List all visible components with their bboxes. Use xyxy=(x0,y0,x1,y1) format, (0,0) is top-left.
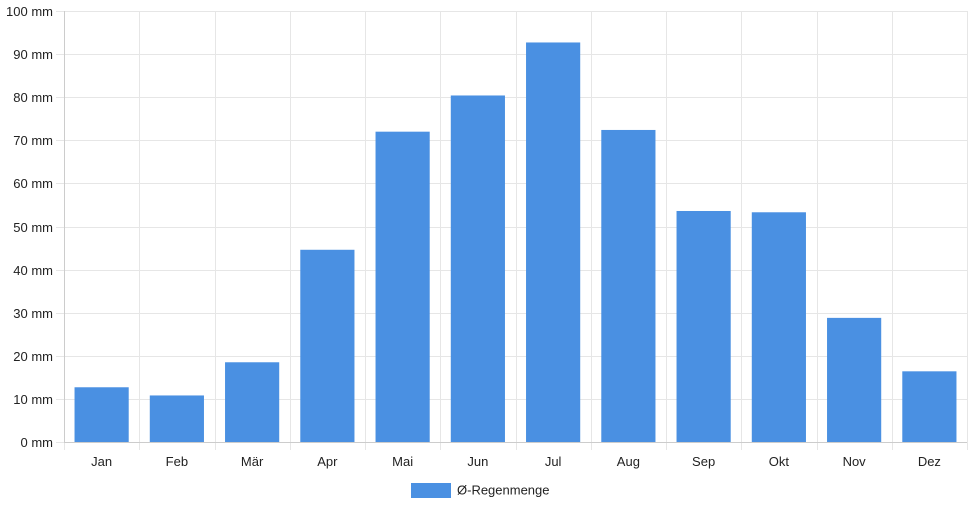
y-tick-label: 100 mm xyxy=(6,4,53,19)
y-tick-label: 60 mm xyxy=(13,176,53,191)
x-tick-label: Jun xyxy=(467,454,488,469)
bar-apr[interactable] xyxy=(300,249,355,442)
bar-okt[interactable] xyxy=(751,212,806,442)
legend-swatch xyxy=(411,483,451,498)
bar-jan[interactable] xyxy=(74,387,129,442)
legend: Ø-Regenmenge xyxy=(411,483,550,498)
y-tick-label: 30 mm xyxy=(13,306,53,321)
x-tick-label: Mär xyxy=(241,454,264,469)
y-tick-label: 10 mm xyxy=(13,392,53,407)
bar-nov[interactable] xyxy=(827,317,882,442)
x-tick-label: Apr xyxy=(317,454,338,469)
bar-jul[interactable] xyxy=(526,42,581,442)
bar-dez[interactable] xyxy=(902,371,957,442)
bar-feb[interactable] xyxy=(149,395,204,442)
bar-aug[interactable] xyxy=(601,129,656,442)
x-tick-label: Dez xyxy=(918,454,941,469)
y-tick-label: 20 mm xyxy=(13,349,53,364)
bar-mai[interactable] xyxy=(375,131,430,442)
x-tick-label: Aug xyxy=(617,454,640,469)
x-tick-label: Okt xyxy=(769,454,790,469)
x-tick-label: Nov xyxy=(843,454,867,469)
axes: 0 mm 10 mm 20 mm 30 mm 40 mm 50 mm 60 mm 70 mm 8… xyxy=(6,4,967,469)
x-tick-label: Jul xyxy=(545,454,562,469)
x-tick-label: Sep xyxy=(692,454,715,469)
legend-label: Ø-Regenmenge xyxy=(457,483,550,498)
bars xyxy=(74,42,957,442)
x-tick-label: Mai xyxy=(392,454,413,469)
y-tick-label: 70 mm xyxy=(13,133,53,148)
y-tick-label: 0 mm xyxy=(21,435,54,450)
y-tick-label: 40 mm xyxy=(13,263,53,278)
bar-jun[interactable] xyxy=(450,95,505,442)
bar-sep[interactable] xyxy=(676,210,731,442)
x-tick-label: Jan xyxy=(91,454,112,469)
y-tick-label: 50 mm xyxy=(13,220,53,235)
bar-mär[interactable] xyxy=(225,362,280,442)
y-tick-label: 80 mm xyxy=(13,90,53,105)
x-tick-label: Feb xyxy=(166,454,188,469)
y-tick-label: 90 mm xyxy=(13,47,53,62)
